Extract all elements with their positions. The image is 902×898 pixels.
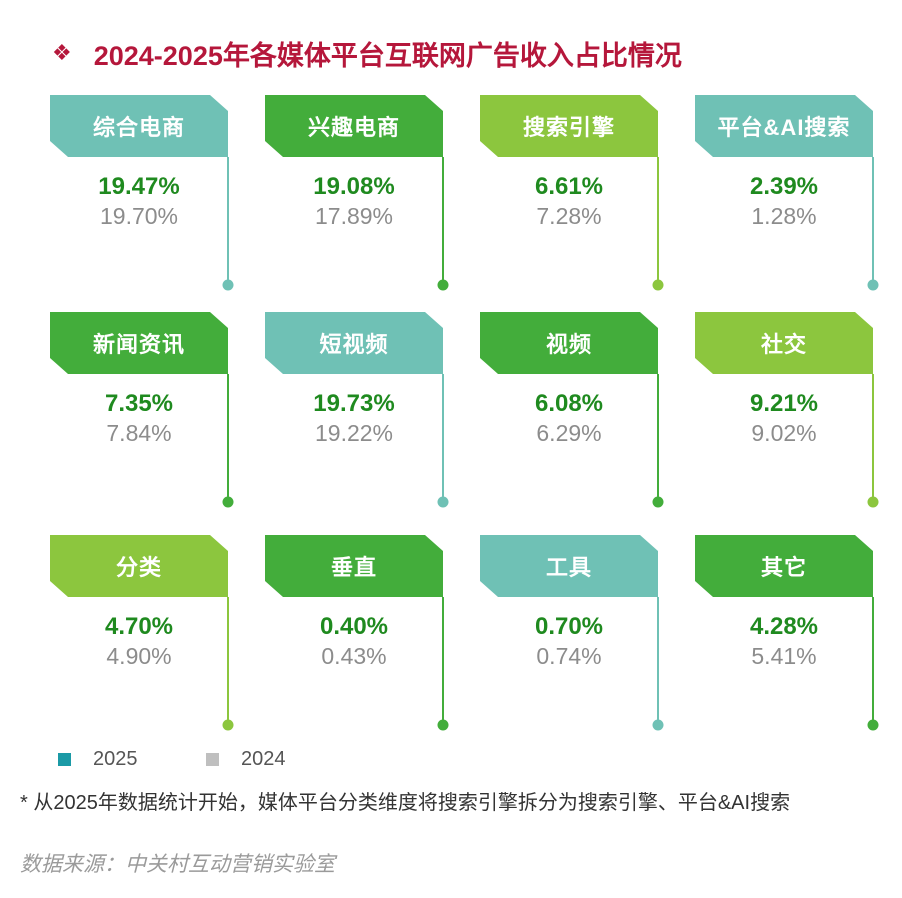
label-banner xyxy=(265,95,443,157)
connector-dot xyxy=(437,496,449,508)
category-card: 综合电商 19.47% 19.70% xyxy=(50,95,234,295)
category-label: 垂直 xyxy=(330,555,377,580)
category-card-grid: 综合电商 19.47% 19.70% 兴趣电商 19.08% 17.89% 搜索引擎 6.61… xyxy=(50,95,879,735)
category-label: 其它 xyxy=(760,555,807,580)
label-banner xyxy=(695,535,873,597)
diamond-bullet-icon: ❖ xyxy=(52,40,72,65)
value-2024: 5.41% xyxy=(751,643,817,669)
connector-dot xyxy=(652,719,664,731)
card-shape xyxy=(265,95,449,291)
connector-dot xyxy=(222,496,234,508)
legend-2024: 2024 xyxy=(206,748,286,770)
category-card: 分类 4.70% 4.90% xyxy=(50,535,234,735)
label-banner xyxy=(50,312,228,374)
legend-2024-swatch xyxy=(206,752,219,766)
connector-dot xyxy=(867,719,879,731)
value-2025: 19.08% xyxy=(313,173,395,200)
value-2025: 19.47% xyxy=(98,173,180,200)
value-2025: 0.70% xyxy=(534,613,604,640)
category-label: 社交 xyxy=(760,332,807,357)
card-shape xyxy=(50,95,234,291)
card-shape xyxy=(480,95,664,291)
label-banner xyxy=(480,535,658,597)
category-label: 新闻资讯 xyxy=(92,332,185,357)
connector-dot xyxy=(222,279,234,291)
connector-dot xyxy=(222,719,234,731)
connector-dot xyxy=(652,279,664,291)
value-2024: 19.22% xyxy=(314,420,393,446)
connector-dot xyxy=(867,279,879,291)
connector-dot xyxy=(437,279,449,291)
card-shape xyxy=(50,535,234,731)
category-label: 短视频 xyxy=(319,332,389,357)
value-2025: 7.35% xyxy=(104,390,174,417)
chart-title: ❖ 2024-2025年各媒体平台互联网广告收入占比情况 xyxy=(52,33,682,73)
connector-dot xyxy=(437,719,449,731)
legend-2025: 2025 xyxy=(58,748,138,770)
label-banner xyxy=(695,95,873,157)
category-card: 搜索引擎 6.61% 7.28% xyxy=(480,95,664,295)
legend-2025-swatch xyxy=(58,752,71,766)
value-2024: 0.43% xyxy=(321,643,387,669)
category-label: 兴趣电商 xyxy=(307,115,400,140)
card-shape xyxy=(695,95,879,291)
category-card: 社交 9.21% 9.02% xyxy=(695,312,879,512)
category-card: 兴趣电商 19.08% 17.89% xyxy=(265,95,449,295)
label-banner xyxy=(50,95,228,157)
category-card: 垂直 0.40% 0.43% xyxy=(265,535,449,735)
value-2025: 9.21% xyxy=(749,390,819,417)
value-2025: 0.40% xyxy=(319,613,389,640)
value-2025: 19.73% xyxy=(313,390,395,417)
label-banner xyxy=(480,312,658,374)
value-2024: 7.28% xyxy=(536,203,602,229)
value-2024: 9.02% xyxy=(751,420,817,446)
card-shape xyxy=(480,535,664,731)
category-card: 平台&AI搜索 2.39% 1.28% xyxy=(695,95,879,295)
category-card: 短视频 19.73% 19.22% xyxy=(265,312,449,512)
data-source: 数据来源：中关村互动营销实验室 xyxy=(20,853,335,876)
title-text: 2024-2025年各媒体平台互联网广告收入占比情况 xyxy=(93,40,682,71)
category-label: 搜索引擎 xyxy=(522,115,615,140)
category-card: 新闻资讯 7.35% 7.84% xyxy=(50,312,234,512)
value-2024: 19.70% xyxy=(99,203,178,229)
category-label: 工具 xyxy=(545,555,592,580)
footnote: * 从2025年数据统计开始，媒体平台分类维度将搜索引擎拆分为搜索引擎、平台&A… xyxy=(20,792,791,814)
category-label: 分类 xyxy=(115,555,162,580)
connector-dot xyxy=(652,496,664,508)
label-banner xyxy=(695,312,873,374)
card-shape xyxy=(265,312,449,508)
value-2024: 17.89% xyxy=(314,203,393,229)
value-2024: 7.84% xyxy=(106,420,172,446)
category-card: 视频 6.08% 6.29% xyxy=(480,312,664,512)
value-2025: 6.61% xyxy=(534,173,604,200)
value-2025: 6.08% xyxy=(534,390,604,417)
value-2025: 2.39% xyxy=(749,173,819,200)
value-2025: 4.70% xyxy=(104,613,174,640)
category-label: 视频 xyxy=(545,332,592,357)
value-2024: 4.90% xyxy=(106,643,172,669)
value-2024: 0.74% xyxy=(536,643,602,669)
connector-dot xyxy=(867,496,879,508)
label-banner xyxy=(265,312,443,374)
value-2024: 6.29% xyxy=(536,420,602,446)
category-card: 其它 4.28% 5.41% xyxy=(695,535,879,735)
legend-2025-label: 2025 xyxy=(93,747,138,770)
legend-2024-label: 2024 xyxy=(241,747,286,770)
category-label: 平台&AI搜索 xyxy=(717,115,851,140)
card-shape xyxy=(695,535,879,731)
label-banner xyxy=(480,95,658,157)
category-label: 综合电商 xyxy=(92,115,185,140)
card-shape xyxy=(265,535,449,731)
card-shape xyxy=(480,312,664,508)
value-2024: 1.28% xyxy=(751,203,817,229)
card-shape xyxy=(695,312,879,508)
card-shape xyxy=(50,312,234,508)
label-banner xyxy=(265,535,443,597)
value-2025: 4.28% xyxy=(749,613,819,640)
category-card: 工具 0.70% 0.74% xyxy=(480,535,664,735)
label-banner xyxy=(50,535,228,597)
